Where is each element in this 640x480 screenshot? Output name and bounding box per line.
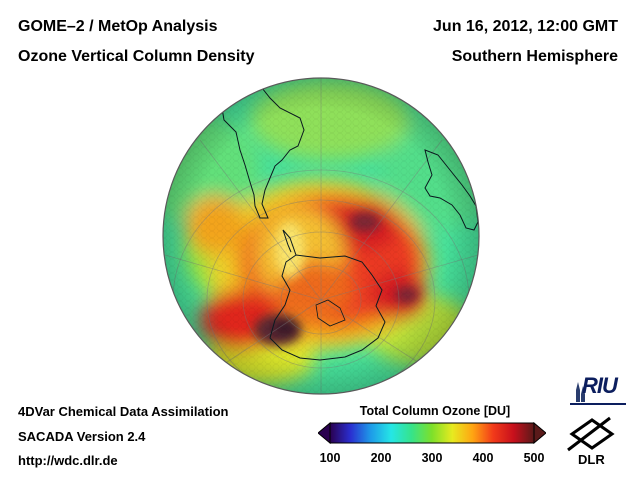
colorbar-tick-300: 300 [421,451,443,465]
riu-logo [570,382,626,405]
map-hemisphere: Southern Hemisphere [451,48,618,65]
map-subtitle: Ozone Vertical Column Density [18,48,255,65]
colorbar [318,422,546,444]
dlr-logo-text: DLR [578,452,605,467]
colorbar-tick-400: 400 [472,451,494,465]
colorbar-left-arrow [318,422,331,444]
dlr-logo [567,416,615,452]
riu-logo-text: RIU [582,373,618,398]
footer-url: http://wdc.dlr.de [18,453,118,468]
footer-line-1: 4DVar Chemical Data Assimilation [18,404,229,419]
footer-line-2: SACADA Version 2.4 [18,429,146,444]
colorbar-tick-500: 500 [523,451,545,465]
globe-outline [162,77,480,395]
colorbar-right-arrow [533,422,546,444]
colorbar-title: Total Column Ozone [DU] [359,404,511,418]
colorbar-tick-200: 200 [370,451,392,465]
colorbar-tick-100: 100 [319,451,341,465]
colorbar-gradient [329,422,535,444]
map-title: GOME–2 / MetOp Analysis [18,18,218,35]
map-datetime: Jun 16, 2012, 12:00 GMT [433,18,618,35]
